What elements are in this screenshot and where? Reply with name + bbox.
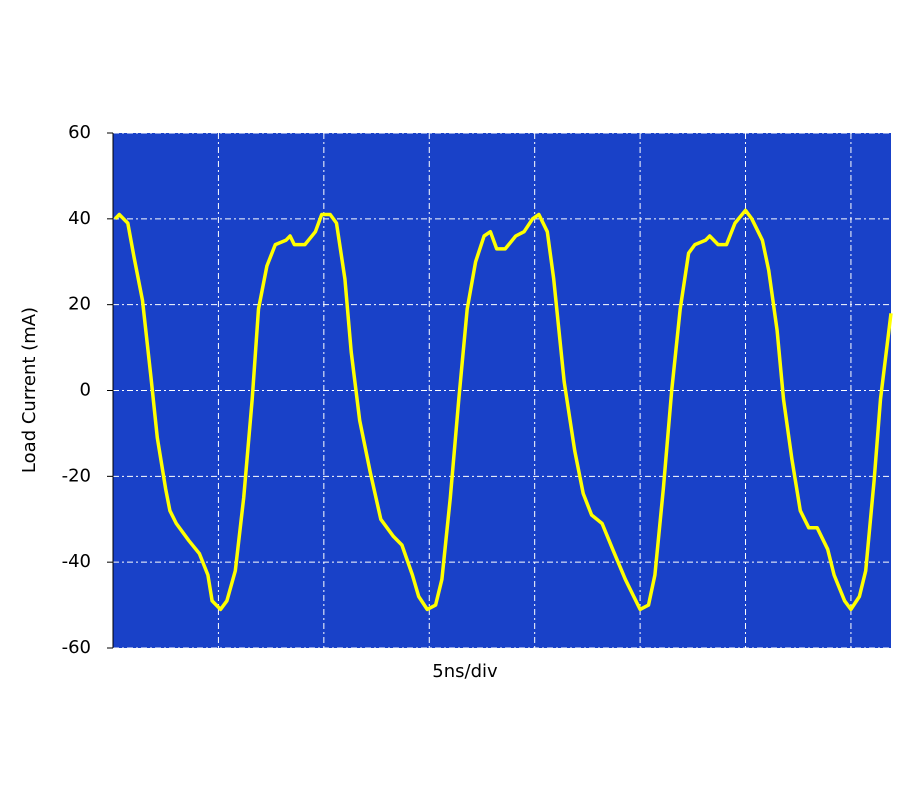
y-tick-label: 40	[68, 208, 91, 229]
x-axis-label: 5ns/div	[432, 661, 498, 682]
data-line	[113, 208, 893, 612]
y-tick-label: -20	[62, 465, 91, 486]
y-tick-label: 20	[68, 294, 91, 315]
y-axis-label: Load Current (mA)	[19, 307, 40, 473]
y-tick-label: -40	[62, 551, 91, 572]
y-tick-label: -60	[62, 637, 91, 658]
y-tick-label: 0	[80, 380, 91, 401]
y-tick-label: 60	[68, 122, 91, 143]
